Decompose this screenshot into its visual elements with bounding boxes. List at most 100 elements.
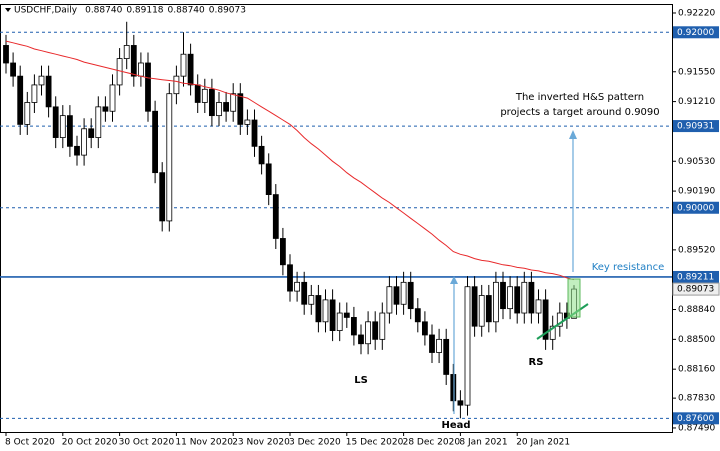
candle-body bbox=[308, 295, 315, 305]
candle-body bbox=[322, 299, 329, 323]
candle-body bbox=[67, 115, 73, 147]
annotation: LS bbox=[354, 375, 368, 386]
candle-body bbox=[443, 338, 450, 375]
candle-body bbox=[350, 317, 357, 336]
candle-body bbox=[251, 119, 258, 147]
candle-body bbox=[429, 334, 435, 353]
candle-body bbox=[287, 264, 293, 292]
candle-body bbox=[52, 106, 59, 138]
x-tick-label: 3 Dec 2020 bbox=[289, 438, 341, 448]
x-tick-label: 20 Jan 2021 bbox=[516, 438, 570, 448]
candle-body bbox=[421, 321, 428, 336]
y-tick-label: 0.88840 bbox=[678, 305, 715, 315]
candle-body bbox=[10, 62, 17, 77]
candle-body bbox=[17, 75, 24, 125]
candle-body bbox=[208, 88, 215, 117]
header-value: 0.88740 bbox=[168, 6, 205, 16]
candle-body bbox=[81, 128, 87, 156]
candle-body bbox=[244, 119, 251, 125]
candle-body bbox=[216, 102, 222, 117]
header-value: 0.89073 bbox=[209, 6, 246, 16]
marks-layer bbox=[3, 21, 577, 419]
x-tick-label: 23 Nov 2020 bbox=[232, 438, 290, 448]
candle-body bbox=[407, 281, 414, 310]
candle-body bbox=[24, 102, 31, 125]
candle-body bbox=[159, 172, 166, 222]
last-price-label: 0.89073 bbox=[677, 285, 714, 295]
level-box bbox=[673, 412, 719, 425]
annotation: Key resistance bbox=[592, 262, 665, 273]
candle-body bbox=[258, 145, 265, 165]
candle-body bbox=[315, 295, 322, 323]
candle-body bbox=[492, 281, 499, 323]
level-label: 0.87600 bbox=[677, 414, 714, 424]
candle-body bbox=[74, 145, 80, 156]
head-arrowhead bbox=[450, 276, 458, 284]
level-box bbox=[673, 270, 719, 283]
level-box bbox=[673, 26, 719, 39]
candle-body bbox=[59, 115, 66, 138]
candle-body bbox=[130, 45, 137, 77]
target-arrowhead bbox=[569, 130, 577, 139]
candle-body bbox=[386, 286, 393, 314]
candle-body bbox=[450, 374, 457, 402]
candle-body bbox=[166, 93, 173, 222]
header-value: 0.89118 bbox=[126, 6, 163, 16]
candle-body bbox=[137, 62, 144, 77]
candle-body bbox=[272, 194, 279, 239]
annotation: The inverted H&S pattern bbox=[515, 92, 644, 103]
candle-body bbox=[102, 106, 109, 112]
candle-body bbox=[336, 312, 343, 331]
candle-body bbox=[549, 325, 556, 340]
candle-body bbox=[223, 102, 230, 112]
candle-body bbox=[3, 45, 9, 64]
candle-body bbox=[414, 308, 421, 323]
annotation: Head bbox=[441, 420, 470, 431]
moving-average bbox=[5, 40, 575, 281]
x-tick-label: 30 Oct 2020 bbox=[119, 438, 175, 448]
level-box bbox=[673, 120, 719, 133]
candle-body bbox=[521, 281, 528, 314]
candle-body bbox=[535, 299, 542, 314]
candle-body bbox=[279, 238, 286, 266]
candle-body bbox=[464, 286, 471, 406]
x-tick-label: 20 Oct 2020 bbox=[62, 438, 118, 448]
plot-frame bbox=[0, 4, 673, 433]
candle-body bbox=[500, 281, 506, 310]
x-tick-label: 15 Dec 2020 bbox=[346, 438, 404, 448]
candle-body bbox=[542, 299, 549, 340]
candle-body bbox=[194, 84, 201, 103]
level-label: 0.92000 bbox=[677, 28, 714, 38]
last-price-box bbox=[672, 282, 720, 296]
header-value: 0.88740 bbox=[85, 6, 122, 16]
candle-body bbox=[485, 295, 492, 323]
annotation: RS bbox=[529, 357, 544, 368]
chart-title: USDCHF,Daily bbox=[14, 6, 78, 16]
candle-body bbox=[358, 334, 364, 345]
x-tick-label: 11 Nov 2020 bbox=[175, 438, 233, 448]
y-tick-label: 0.92220 bbox=[678, 8, 715, 18]
candle-body bbox=[152, 110, 159, 174]
candle-body bbox=[379, 312, 386, 340]
candle-body bbox=[393, 286, 400, 305]
level-label: 0.90000 bbox=[677, 203, 714, 213]
level-box bbox=[673, 201, 719, 214]
candle-body bbox=[556, 312, 563, 327]
y-tick-label: 0.88160 bbox=[678, 365, 715, 375]
candle-body bbox=[180, 53, 187, 77]
candle-body bbox=[514, 286, 521, 314]
y-tick-label: 0.89520 bbox=[678, 245, 715, 255]
candle-body bbox=[173, 75, 180, 95]
y-tick-label: 0.87490 bbox=[678, 423, 715, 433]
candle-body bbox=[528, 281, 535, 314]
candle-body bbox=[201, 88, 208, 103]
candle-body bbox=[109, 84, 116, 112]
y-tick-label: 0.87830 bbox=[678, 394, 715, 404]
candle-body bbox=[187, 53, 194, 86]
candle-body bbox=[123, 45, 130, 60]
candle-body bbox=[265, 163, 272, 195]
candle-body bbox=[478, 295, 485, 327]
candle-body bbox=[436, 338, 443, 353]
candle-body bbox=[372, 321, 379, 340]
candle-body bbox=[88, 128, 95, 138]
